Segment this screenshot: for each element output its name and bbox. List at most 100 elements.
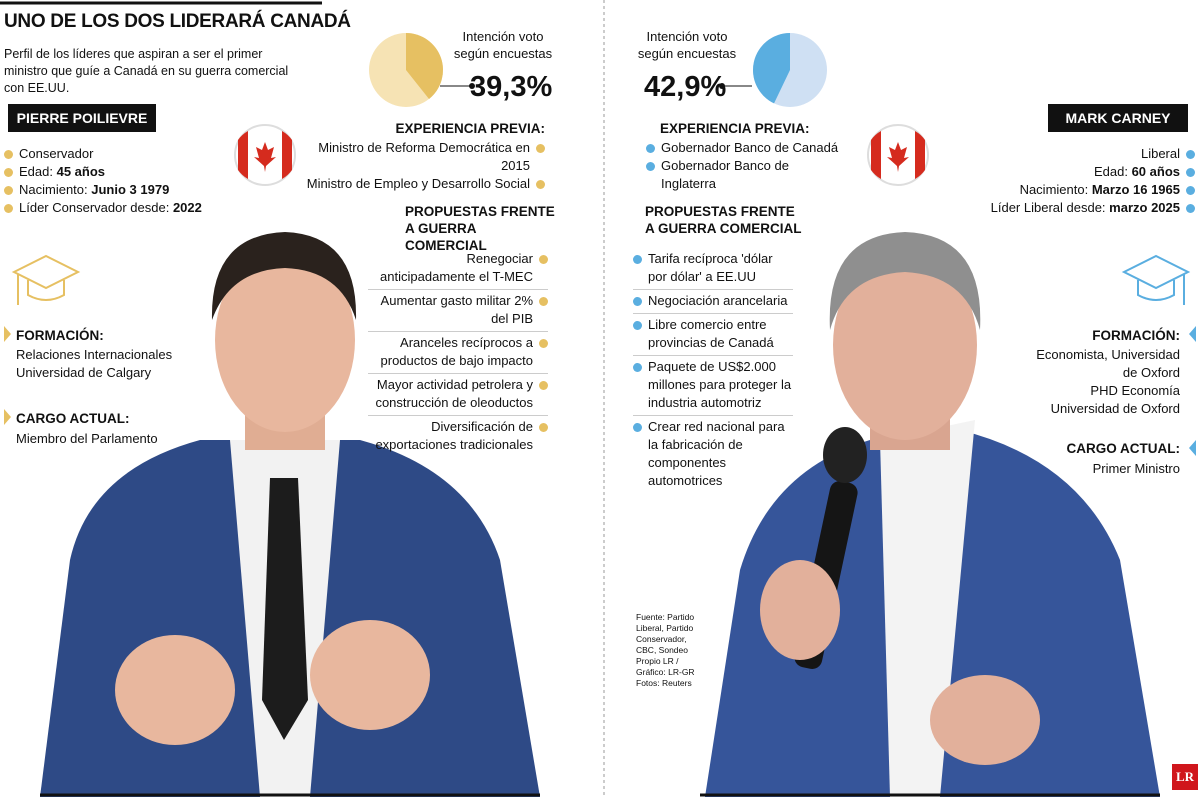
list-item: Mayor actividad petrolera y construcción… bbox=[368, 374, 548, 416]
bullet bbox=[539, 381, 548, 390]
connector-dot bbox=[719, 83, 725, 89]
list-item: Liberal bbox=[960, 145, 1195, 163]
pie-slice bbox=[752, 33, 790, 104]
section-title: FORMACIÓN: bbox=[1092, 328, 1180, 343]
list-item: Ministro de Empleo y Desarrollo Social bbox=[300, 175, 545, 193]
connector-dot bbox=[469, 83, 475, 89]
section-title: EXPERIENCIA PREVIA: bbox=[660, 121, 810, 136]
item-text: Aumentar gasto militar 2% del PIB bbox=[380, 293, 533, 326]
subtitle: Perfil de los líderes que aspiran a ser … bbox=[4, 47, 289, 95]
item-text: Ministro de Empleo y Desarrollo Social bbox=[306, 176, 530, 191]
profile-label: Edad: bbox=[1093, 164, 1128, 179]
item-text: Paquete de US$2.000 millones para proteg… bbox=[648, 359, 792, 410]
position: Miembro del Parlamento bbox=[16, 431, 158, 446]
bullet bbox=[539, 297, 548, 306]
bullet bbox=[1186, 186, 1195, 195]
section-title: CARGO ACTUAL: bbox=[1066, 441, 1180, 456]
list-item: Líder Liberal desde: marzo 2025 bbox=[960, 199, 1195, 217]
education-item: Economista, Universidad de Oxford bbox=[1036, 347, 1180, 380]
list-item: Conservador bbox=[4, 145, 224, 163]
list-item: Aranceles recíprocos a productos de bajo… bbox=[368, 332, 548, 374]
item-text: Nacimiento: Marzo 16 1965 bbox=[1020, 181, 1180, 199]
education: Economista, Universidad de Oxford PHD Eco… bbox=[1030, 346, 1180, 418]
item-text: Renegociar anticipadamente el T-MEC bbox=[380, 251, 533, 284]
profile-label: Liberal bbox=[1140, 146, 1180, 161]
icon-cap-left bbox=[11, 254, 81, 305]
section-title: PROPUESTAS FRENTE A GUERRA COMERCIAL bbox=[405, 204, 555, 253]
profile-value: 2022 bbox=[172, 200, 202, 215]
profile: Liberal Edad: 60 años Nacimiento: Marzo 16… bbox=[960, 145, 1195, 217]
vote-caption: Intención voto según encuestas bbox=[637, 29, 737, 61]
bullet bbox=[633, 321, 642, 330]
pies bbox=[369, 33, 827, 107]
profile: Conservador Edad: 45 años Nacimiento: Juni… bbox=[4, 145, 224, 217]
item-text: Líder Liberal desde: marzo 2025 bbox=[991, 199, 1180, 217]
bullet bbox=[4, 204, 13, 213]
bullet bbox=[633, 363, 642, 372]
title: UNO DE LOS DOS LIDERARÁ CANADÁ bbox=[4, 11, 351, 32]
profile-value: 60 años bbox=[1131, 164, 1180, 179]
item-text: Negociación arancelaria bbox=[648, 293, 788, 308]
marker bbox=[1189, 440, 1196, 456]
list-item: Edad: 60 años bbox=[960, 163, 1195, 181]
section-title: FORMACIÓN: bbox=[16, 328, 104, 343]
item-text: Edad: 60 años bbox=[1094, 163, 1180, 181]
list-item: Crear red nacional para la fabricación d… bbox=[633, 416, 793, 493]
item-text: Gobernador Banco de Inglaterra bbox=[661, 158, 789, 191]
item-text: Libre comercio entre provincias de Canad… bbox=[648, 317, 774, 350]
item-text: Tarifa recíproca 'dólar por dólar' a EE.… bbox=[648, 251, 773, 284]
profile-value: 45 años bbox=[56, 164, 106, 179]
profile-label: Nacimiento: bbox=[1019, 182, 1089, 197]
photo-left bbox=[40, 232, 540, 797]
item-text: Crear red nacional para la fabricación d… bbox=[648, 419, 785, 488]
bullet bbox=[539, 423, 548, 432]
profile-label: Conservador bbox=[19, 146, 94, 161]
item-text: Líder Conservador desde: 2022 bbox=[19, 199, 202, 217]
list-item: Líder Conservador desde: 2022 bbox=[4, 199, 224, 217]
item-text: Nacimiento: Junio 3 1979 bbox=[19, 181, 169, 199]
vote-label: 39,3% bbox=[470, 71, 553, 103]
vote-caption: Intención voto según encuestas bbox=[453, 29, 553, 61]
education-item: PHD Economía Universidad de Oxford bbox=[1050, 383, 1180, 416]
education: Relaciones Internacionales Universidad de… bbox=[16, 346, 216, 382]
list-item: Gobernador Banco de Canadá bbox=[646, 139, 846, 157]
bullet bbox=[1186, 204, 1195, 213]
item-text: Liberal bbox=[1141, 145, 1180, 163]
item-text: Conservador bbox=[19, 145, 93, 163]
experience: Ministro de Reforma Democrática en 2015 M… bbox=[300, 139, 545, 193]
list-item: Libre comercio entre provincias de Canad… bbox=[633, 314, 793, 356]
marker bbox=[4, 409, 11, 425]
vote-label: 42,9% bbox=[644, 71, 727, 103]
list-item: Tarifa recíproca 'dólar por dólar' a EE.… bbox=[633, 248, 793, 290]
marker bbox=[4, 326, 11, 342]
list-item: Edad: 45 años bbox=[4, 163, 224, 181]
item-text: Mayor actividad petrolera y construcción… bbox=[375, 377, 533, 410]
position: Primer Ministro bbox=[1092, 461, 1180, 476]
list-item: Renegociar anticipadamente el T-MEC bbox=[368, 248, 548, 290]
list-item: Nacimiento: Marzo 16 1965 bbox=[960, 181, 1195, 199]
marker bbox=[1189, 326, 1196, 342]
proposals: Renegociar anticipadamente el T-MEC Aumen… bbox=[368, 248, 548, 457]
list-item: Nacimiento: Junio 3 1979 bbox=[4, 181, 224, 199]
bullet bbox=[633, 255, 642, 264]
logo: LR bbox=[1172, 764, 1198, 790]
education-item: Relaciones Internacionales bbox=[16, 347, 173, 362]
bullet bbox=[646, 162, 655, 171]
list-item: Gobernador Banco de Inglaterra bbox=[646, 157, 846, 193]
bullet bbox=[539, 339, 548, 348]
flag-left bbox=[234, 124, 296, 186]
profile-label: Nacimiento: bbox=[19, 182, 88, 197]
pie-slice bbox=[406, 33, 443, 99]
list-item: Paquete de US$2.000 millones para proteg… bbox=[633, 356, 793, 416]
list-item: Ministro de Reforma Democrática en 2015 bbox=[300, 139, 545, 175]
source: Fuente: Partido Liberal, Partido Conserv… bbox=[636, 612, 708, 689]
experience: Gobernador Banco de Canadá Gobernador Ban… bbox=[646, 139, 846, 193]
bullet bbox=[539, 255, 548, 264]
bullet bbox=[4, 168, 13, 177]
bullet bbox=[536, 180, 545, 189]
profile-value: Junio 3 1979 bbox=[91, 182, 170, 197]
list-item: Diversificación de exportaciones tradici… bbox=[368, 416, 548, 457]
bullet bbox=[4, 150, 13, 159]
